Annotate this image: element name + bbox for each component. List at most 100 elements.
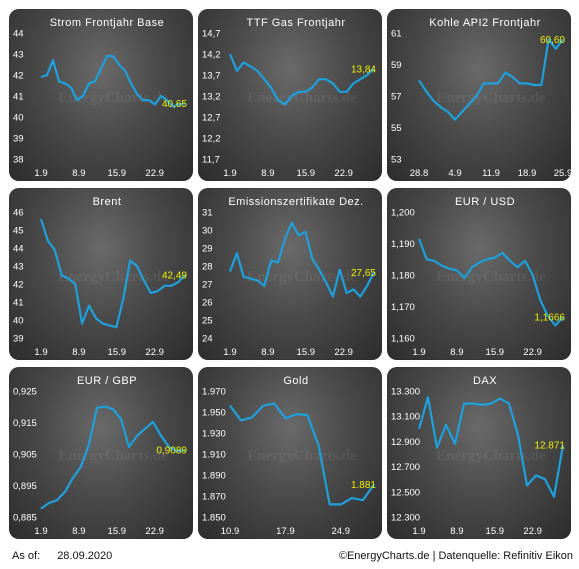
y-tick-label: 12.900 bbox=[391, 437, 420, 448]
y-tick-label: 1.850 bbox=[202, 513, 226, 524]
chart-title: EUR / GBP bbox=[77, 375, 137, 387]
x-tick-label: 1.9 bbox=[34, 526, 47, 537]
y-tick-label: 14,7 bbox=[202, 29, 221, 40]
y-tick-label: 25 bbox=[202, 316, 213, 327]
y-tick-label: 27 bbox=[202, 280, 213, 291]
y-tick-label: 61 bbox=[391, 29, 402, 40]
x-tick-label: 15.9 bbox=[486, 347, 505, 358]
last-value-label: 0,9089 bbox=[156, 446, 187, 457]
series-line bbox=[417, 396, 565, 498]
y-tick-label: 1.950 bbox=[202, 408, 226, 419]
x-tick-label: 15.9 bbox=[108, 526, 127, 537]
y-tick-label: 39 bbox=[13, 134, 24, 145]
y-tick-label: 12.300 bbox=[391, 513, 420, 524]
x-tick-label: 22.9 bbox=[145, 526, 164, 537]
watermark: EnergyCharts.de bbox=[247, 269, 357, 285]
chart-title: TTF Gas Frontjahr bbox=[247, 17, 346, 29]
y-tick-label: 1.890 bbox=[202, 471, 226, 482]
y-tick-label: 1,180 bbox=[391, 271, 415, 282]
y-tick-label: 1,160 bbox=[391, 334, 415, 345]
as-of-footer: As of: 28.09.2020 bbox=[12, 550, 112, 562]
chart-panel: EnergyCharts.de EUR / USD 1,160 1,170 1,180 1… bbox=[387, 188, 571, 360]
x-tick-label: 1.9 bbox=[223, 347, 236, 358]
y-tick-label: 1.970 bbox=[202, 387, 226, 398]
last-value-label: 40,65 bbox=[162, 99, 187, 110]
watermark: EnergyCharts.de bbox=[247, 448, 357, 464]
x-tick-label: 22.9 bbox=[145, 347, 164, 358]
x-tick-label: 24.9 bbox=[332, 526, 351, 537]
chart-panel: EnergyCharts.de Gold 1.850 1.870 1.890 1.910 1… bbox=[198, 367, 382, 539]
y-tick-label: 13.300 bbox=[391, 387, 420, 398]
chart-svg: EnergyCharts.de Kohle API2 Frontjahr 53 55 5… bbox=[391, 17, 571, 179]
y-tick-label: 14,2 bbox=[202, 50, 221, 61]
chart-panel: EnergyCharts.de Brent 39 40 41 42 43 44 45 46 1.9 8… bbox=[9, 188, 193, 360]
x-tick-label: 8.9 bbox=[72, 168, 85, 179]
chart-title: DAX bbox=[473, 375, 497, 387]
watermark: EnergyCharts.de bbox=[436, 448, 546, 464]
as-of-label: As of: bbox=[12, 550, 41, 562]
watermark: EnergyCharts.de bbox=[58, 448, 168, 464]
y-tick-label: 30 bbox=[202, 226, 213, 237]
chart-panel: EnergyCharts.de Strom Frontjahr Base 38 39 4… bbox=[9, 9, 193, 181]
y-tick-label: 55 bbox=[391, 123, 402, 134]
y-tick-label: 44 bbox=[13, 29, 24, 40]
y-tick-label: 53 bbox=[391, 155, 402, 166]
y-tick-label: 59 bbox=[391, 60, 402, 71]
x-tick-label: 8.9 bbox=[450, 526, 463, 537]
y-tick-label: 42 bbox=[13, 280, 24, 291]
x-tick-label: 8.9 bbox=[72, 526, 85, 537]
chart-panel: EnergyCharts.de EUR / GBP 0,885 0,895 0,905 0… bbox=[9, 367, 193, 539]
chart-panel: EnergyCharts.de TTF Gas Frontjahr 11,7 12,2… bbox=[198, 9, 382, 181]
y-tick-label: 13,2 bbox=[202, 92, 221, 103]
y-tick-label: 1,190 bbox=[391, 239, 415, 250]
series-line bbox=[417, 238, 564, 327]
x-tick-label: 25.9 bbox=[554, 168, 571, 179]
chart-panel: EnergyCharts.de Emissionszertifikate Dez.… bbox=[198, 188, 382, 360]
y-tick-label: 46 bbox=[13, 208, 24, 219]
last-value-label: 13,84 bbox=[351, 65, 376, 76]
last-value-label: 12.871 bbox=[534, 441, 565, 452]
y-tick-label: 11,7 bbox=[202, 155, 220, 166]
chart-title: Kohle API2 Frontjahr bbox=[429, 17, 541, 29]
x-tick-label: 4.9 bbox=[448, 168, 461, 179]
series-line bbox=[418, 38, 564, 121]
y-tick-label: 45 bbox=[13, 226, 24, 237]
chart-svg: EnergyCharts.de Emissionszertifikate Dez.… bbox=[202, 196, 376, 358]
chart-svg: EnergyCharts.de EUR / USD 1,160 1,170 1,180 1… bbox=[391, 196, 565, 358]
y-tick-label: 0,925 bbox=[13, 387, 37, 398]
chart-svg: EnergyCharts.de Gold 1.850 1.870 1.890 1.910 1… bbox=[202, 375, 376, 537]
x-tick-label: 15.9 bbox=[108, 168, 127, 179]
series-line bbox=[40, 405, 186, 510]
x-tick-label: 1.9 bbox=[412, 347, 425, 358]
x-tick-label: 10.9 bbox=[221, 526, 240, 537]
series-line bbox=[40, 54, 186, 108]
series-line bbox=[39, 218, 186, 329]
x-tick-label: 1.9 bbox=[34, 347, 47, 358]
y-tick-label: 1.870 bbox=[202, 492, 226, 503]
y-tick-label: 0,915 bbox=[13, 418, 37, 429]
y-tick-label: 41 bbox=[13, 298, 24, 309]
x-tick-label: 15.9 bbox=[297, 168, 316, 179]
y-tick-label: 24 bbox=[202, 334, 213, 345]
y-tick-label: 31 bbox=[202, 208, 213, 219]
x-tick-label: 22.9 bbox=[334, 168, 353, 179]
y-tick-label: 57 bbox=[391, 92, 402, 103]
y-tick-label: 12.700 bbox=[391, 462, 420, 473]
y-tick-label: 13,7 bbox=[202, 71, 221, 82]
y-tick-label: 0,885 bbox=[13, 513, 37, 524]
y-tick-label: 0,905 bbox=[13, 450, 37, 461]
y-tick-label: 12.500 bbox=[391, 487, 420, 498]
last-value-label: 1.881 bbox=[351, 480, 376, 491]
series-line bbox=[228, 221, 375, 298]
last-value-label: 27,65 bbox=[351, 268, 376, 279]
chart-svg: EnergyCharts.de EUR / GBP 0,885 0,895 0,905 0… bbox=[13, 375, 187, 537]
last-value-label: 42,49 bbox=[162, 271, 187, 282]
y-tick-label: 43 bbox=[13, 262, 24, 273]
y-tick-label: 43 bbox=[13, 50, 24, 61]
chart-title: Emissionszertifikate Dez. bbox=[228, 196, 363, 208]
x-tick-label: 8.9 bbox=[261, 168, 274, 179]
x-tick-label: 11.9 bbox=[482, 168, 500, 179]
x-tick-label: 8.9 bbox=[261, 347, 274, 358]
